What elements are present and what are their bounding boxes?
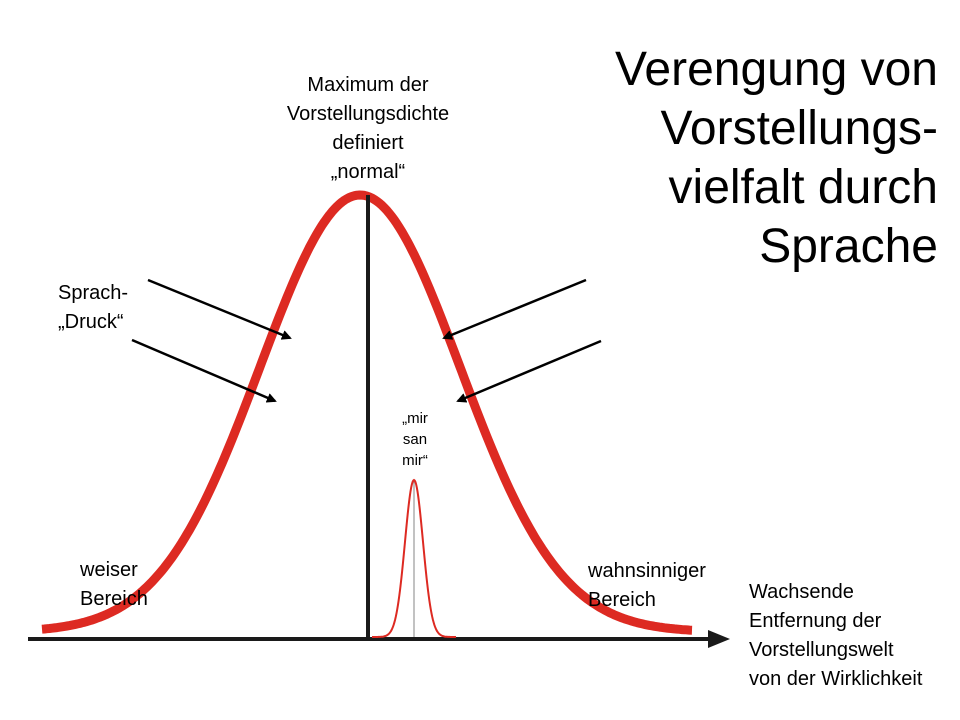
sprach-druck-label: Sprach- „Druck“: [58, 282, 129, 333]
pressure-arrow-right-lower: [456, 339, 602, 403]
mir-san-mir-label: „mir san mir“: [402, 410, 428, 469]
maximum-label: Maximum der Vorstellungsdichte definiert…: [286, 74, 450, 183]
weiser-bereich-label: weiser Bereich: [80, 559, 148, 610]
pressure-arrow-left-lower: [131, 338, 277, 403]
pressure-arrow-right-upper: [442, 278, 587, 340]
narrow-distribution-curve: [372, 478, 456, 638]
axis-label: Wachsende Entfernung der Vorstellungswel…: [749, 581, 923, 690]
wahnsinniger-bereich-label: wahnsinniger Bereich: [588, 560, 706, 611]
slide-title: Verengung von Vorstellungs- vielfalt dur…: [615, 43, 938, 273]
pressure-arrow-left-upper: [147, 278, 292, 340]
